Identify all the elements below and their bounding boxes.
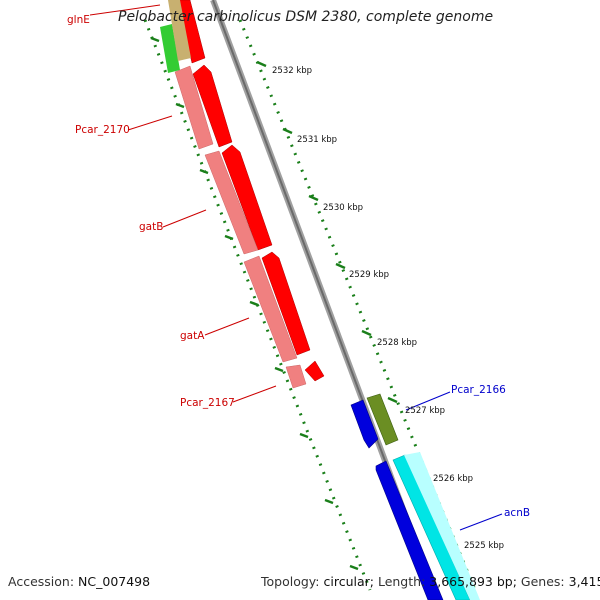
gene-feature-gatb [221, 144, 273, 251]
gene-label-pcar-2170[interactable]: Pcar_2170 [75, 124, 130, 136]
accession-info: Accession: NC_007498 [8, 574, 150, 589]
map-title: Pelobacter carbinolicus DSM 2380, comple… [118, 9, 494, 25]
forward-features [176, 0, 325, 382]
length-value: 3,665,893 bp [429, 574, 513, 589]
gene-labels: glnE Pcar_2170 gatB gatA Pcar_2167 Pcar_… [67, 14, 530, 519]
reverse-features [350, 393, 480, 600]
topology-value: circular [323, 574, 370, 589]
gene-label-gatb[interactable]: gatB [139, 221, 163, 233]
gene-feature-gata [261, 251, 311, 356]
tick-label: 2528 kbp [377, 338, 417, 348]
genes-value: 3,415 [568, 574, 600, 589]
topology-label: Topology: [261, 574, 320, 589]
tick-label: 2529 kbp [349, 270, 389, 280]
accession-value: NC_007498 [78, 574, 151, 589]
light-features [160, 0, 307, 389]
tick-labels: 2532 kbp 2531 kbp 2530 kbp 2529 kbp 2528… [272, 66, 504, 551]
gene-label-acnb[interactable]: acnB [504, 507, 530, 519]
gene-label-pcar-2166[interactable]: Pcar_2166 [451, 384, 506, 396]
tick-label: 2532 kbp [272, 66, 312, 76]
gene-feature-pcar-2166 [366, 393, 399, 446]
length-label: Length: [377, 574, 426, 589]
tick-label: 2530 kbp [323, 203, 363, 213]
tick-label: 2525 kbp [464, 541, 504, 551]
gene-label-pcar-2167[interactable]: Pcar_2167 [180, 397, 235, 409]
accession-label: Accession: [8, 574, 75, 589]
tick-label: 2531 kbp [297, 135, 337, 145]
tick-label: 2527 kbp [405, 406, 445, 416]
gene-feature-acnb [392, 454, 471, 600]
gene-label-gata[interactable]: gatA [180, 330, 205, 342]
leader-lines [89, 4, 503, 531]
gene-feature-pcar-2167 [304, 360, 325, 382]
genes-label: Genes: [520, 574, 565, 589]
tick-label: 2526 kbp [433, 474, 473, 484]
genome-stats: Topology: circular; Length: 3,665,893 bp… [261, 574, 600, 589]
gene-label-glne[interactable]: glnE [67, 14, 90, 26]
gene-feature-pcar-2170 [192, 64, 233, 148]
